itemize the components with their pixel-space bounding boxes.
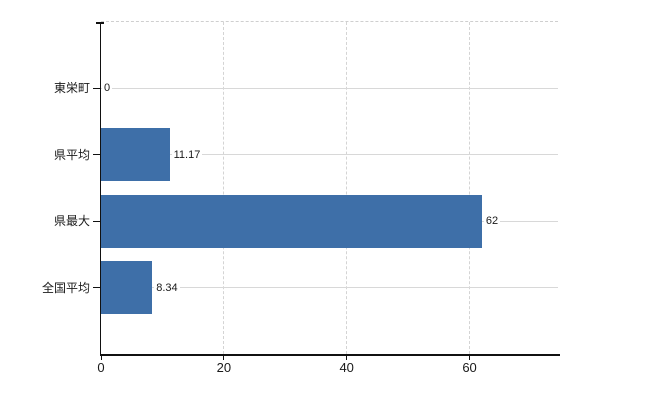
x-gridline [345,22,347,354]
y-axis-label: 県平均 [53,147,90,162]
x-axis-line [99,354,560,356]
y-axis-label: 全国平均 [41,280,90,295]
y-axis-label: 県最大 [53,214,90,229]
y-tick [93,154,101,156]
bar [101,128,170,182]
category-line [101,154,558,156]
x-tick-label: 20 [216,360,232,375]
x-tick [223,354,225,360]
y-axis-label: 東栄町 [53,81,90,96]
bar-value-label: 11.17 [171,147,203,162]
plot-top-border [101,21,558,22]
bar-value-label: 8.34 [154,280,180,295]
x-tick-label: 40 [339,360,354,375]
y-axis-top-tick [96,22,104,24]
y-tick [93,87,101,89]
y-tick [93,287,101,289]
y-axis-line [99,22,101,354]
x-tick [100,354,102,360]
x-tick [346,354,348,360]
category-line [101,287,558,289]
x-tick [469,354,471,360]
bar [101,194,482,248]
category-line [101,87,558,89]
y-tick [93,220,101,222]
x-gridline [468,22,470,354]
x-gridline [222,22,224,354]
bar [101,261,153,315]
x-tick-label: 0 [97,360,105,375]
x-tick-label: 60 [462,360,477,375]
bar-value-label: 62 [483,214,501,229]
bar-value-label: 0 [102,81,113,96]
